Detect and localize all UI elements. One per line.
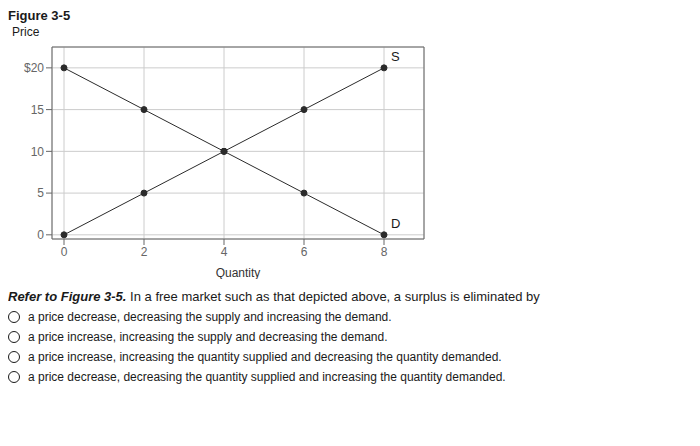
svg-text:Quantity: Quantity [216, 266, 261, 279]
svg-text:2: 2 [141, 245, 148, 259]
html-text:Price: Price [12, 25, 40, 39]
svg-text:8: 8 [381, 245, 388, 259]
html-text:Refer to Figure 3-5. In a free: Refer to Figure 3-5. In a free market su… [8, 289, 540, 304]
svg-text:4: 4 [221, 245, 228, 259]
svg-text:6: 6 [301, 245, 308, 259]
html-text:a price decrease, decreasing t: a price decrease, decreasing the quantit… [28, 370, 506, 384]
svg-text:S: S [391, 49, 400, 64]
svg-text:0: 0 [61, 245, 68, 259]
html-text:a price increase, increasing t: a price increase, increasing the supply … [28, 330, 388, 344]
svg-text:0: 0 [37, 228, 44, 242]
html-text:a price decrease, decreasing t: a price decrease, decreasing the supply … [28, 310, 392, 324]
svg-text:$20: $20 [24, 61, 44, 75]
html-text:a price increase, increasing t: a price increase, increasing the quantit… [28, 350, 502, 364]
svg-text:10: 10 [31, 145, 45, 159]
html-text:Figure 3-5: Figure 3-5 [8, 8, 71, 23]
svg-text:15: 15 [31, 103, 45, 117]
svg-text:D: D [391, 216, 400, 231]
svg-text:5: 5 [37, 186, 44, 200]
